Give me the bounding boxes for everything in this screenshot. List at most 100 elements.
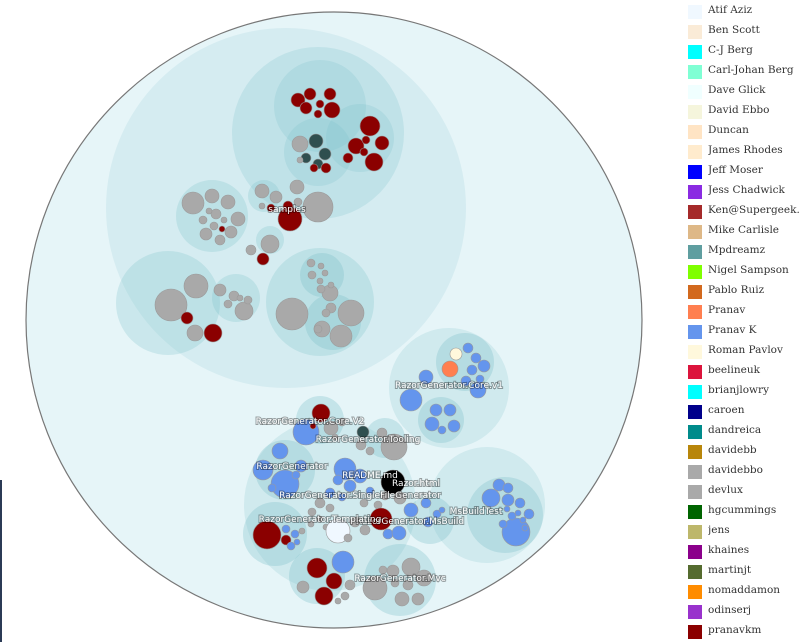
- file-circle[interactable]: [318, 147, 332, 161]
- file-circle[interactable]: [210, 208, 222, 220]
- file-circle[interactable]: [316, 284, 326, 294]
- file-circle[interactable]: [325, 503, 335, 513]
- file-circle[interactable]: [391, 525, 407, 541]
- file-circle[interactable]: [316, 515, 324, 523]
- file-circle[interactable]: [275, 297, 309, 331]
- file-circle[interactable]: [331, 550, 355, 574]
- file-circle[interactable]: [260, 234, 280, 254]
- file-circle[interactable]: [266, 203, 276, 213]
- file-circle[interactable]: [309, 422, 317, 430]
- folder-circle[interactable]: [284, 118, 352, 186]
- file-circle[interactable]: [332, 474, 344, 486]
- file-circle[interactable]: [376, 427, 388, 439]
- file-circle[interactable]: [502, 482, 514, 494]
- file-circle[interactable]: [314, 497, 326, 509]
- circle-pack-chart[interactable]: samples RazorGenerator.Core.v1 RazorGenera…: [0, 0, 686, 642]
- file-circle[interactable]: [323, 101, 341, 119]
- file-circle[interactable]: [420, 497, 432, 509]
- file-circle[interactable]: [154, 288, 188, 322]
- file-circle[interactable]: [323, 87, 337, 101]
- file-circle[interactable]: [466, 364, 478, 376]
- file-circle[interactable]: [245, 244, 257, 256]
- file-circle[interactable]: [316, 277, 324, 285]
- file-circle[interactable]: [441, 360, 459, 378]
- file-circle[interactable]: [282, 200, 294, 212]
- file-circle[interactable]: [521, 524, 529, 532]
- file-circle[interactable]: [432, 509, 442, 519]
- file-circle[interactable]: [356, 425, 370, 439]
- file-circle[interactable]: [307, 507, 317, 517]
- file-circle[interactable]: [205, 207, 213, 215]
- file-circle[interactable]: [402, 579, 414, 591]
- file-circle[interactable]: [307, 270, 317, 280]
- file-circle[interactable]: [291, 135, 309, 153]
- file-circle[interactable]: [321, 269, 329, 277]
- file-circle[interactable]: [269, 190, 283, 204]
- file-circle[interactable]: [315, 99, 325, 109]
- file-circle[interactable]: [507, 511, 517, 521]
- file-circle[interactable]: [243, 295, 253, 305]
- file-circle[interactable]: [390, 578, 400, 588]
- file-circle[interactable]: [447, 419, 461, 433]
- file-circle[interactable]: [501, 517, 531, 547]
- file-circle[interactable]: [183, 273, 209, 299]
- file-circle[interactable]: [374, 135, 390, 151]
- file-circle[interactable]: [418, 369, 434, 385]
- file-circle[interactable]: [309, 163, 319, 173]
- file-circle[interactable]: [230, 211, 246, 227]
- file-circle[interactable]: [289, 179, 305, 195]
- file-circle[interactable]: [181, 191, 205, 215]
- file-circle[interactable]: [514, 497, 526, 509]
- file-circle[interactable]: [449, 347, 463, 361]
- file-circle[interactable]: [293, 197, 303, 207]
- file-circle[interactable]: [519, 516, 527, 524]
- file-circle[interactable]: [340, 591, 350, 601]
- file-circle[interactable]: [359, 147, 369, 157]
- file-circle[interactable]: [209, 221, 219, 231]
- file-circle[interactable]: [299, 101, 313, 115]
- folder-circle[interactable]: [232, 47, 404, 219]
- file-circle[interactable]: [393, 491, 407, 505]
- file-circle[interactable]: [236, 294, 244, 302]
- file-circle[interactable]: [223, 299, 233, 309]
- file-circle[interactable]: [303, 87, 317, 101]
- file-circle[interactable]: [362, 575, 388, 601]
- file-circle[interactable]: [481, 488, 501, 508]
- file-circle[interactable]: [220, 216, 228, 224]
- file-circle[interactable]: [337, 417, 347, 427]
- file-circle[interactable]: [365, 486, 375, 496]
- file-circle[interactable]: [327, 281, 335, 289]
- file-circle[interactable]: [324, 487, 336, 499]
- file-circle[interactable]: [401, 557, 421, 577]
- folder-circle[interactable]: [418, 397, 464, 443]
- file-circle[interactable]: [258, 202, 266, 210]
- file-circle[interactable]: [302, 191, 334, 223]
- file-circle[interactable]: [218, 225, 226, 233]
- file-circle[interactable]: [325, 572, 343, 590]
- file-circle[interactable]: [294, 459, 308, 473]
- file-circle[interactable]: [349, 516, 361, 528]
- file-circle[interactable]: [343, 479, 357, 493]
- file-circle[interactable]: [342, 152, 354, 164]
- file-circle[interactable]: [280, 534, 292, 546]
- file-circle[interactable]: [378, 565, 388, 575]
- file-circle[interactable]: [306, 258, 316, 268]
- file-circle[interactable]: [523, 508, 535, 520]
- file-circle[interactable]: [498, 519, 508, 529]
- file-circle[interactable]: [477, 359, 491, 373]
- file-circle[interactable]: [514, 509, 522, 517]
- file-circle[interactable]: [281, 524, 291, 534]
- file-circle[interactable]: [364, 152, 384, 172]
- file-circle[interactable]: [331, 433, 339, 441]
- file-circle[interactable]: [399, 388, 423, 412]
- file-circle[interactable]: [203, 323, 223, 343]
- file-circle[interactable]: [224, 225, 238, 239]
- file-circle[interactable]: [403, 502, 419, 518]
- file-circle[interactable]: [256, 252, 270, 266]
- file-circle[interactable]: [296, 156, 304, 164]
- file-circle[interactable]: [394, 591, 410, 607]
- file-circle[interactable]: [290, 92, 306, 108]
- file-circle[interactable]: [334, 597, 342, 605]
- file-circle[interactable]: [199, 227, 213, 241]
- file-circle[interactable]: [220, 194, 236, 210]
